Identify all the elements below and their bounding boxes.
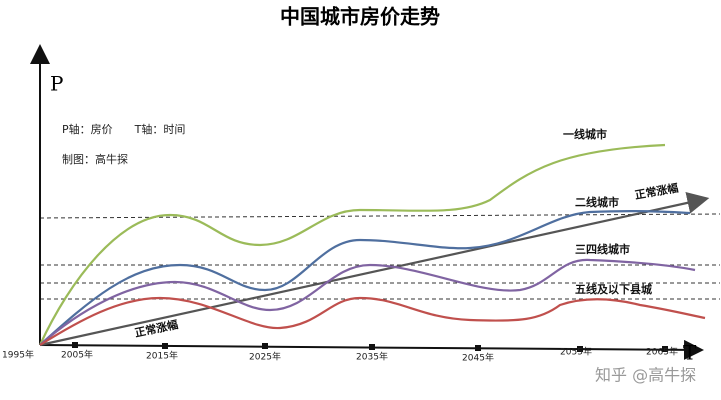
- tier2-curve: [39, 210, 691, 346]
- author-note: 制图：高牛探: [62, 152, 128, 166]
- x-tick-label: 2055年: [560, 346, 592, 358]
- axis-note: P轴：房价 T轴：时间: [62, 122, 185, 136]
- x-tick-label: 2015年: [146, 350, 178, 362]
- curve-label: 一线城市: [563, 127, 607, 141]
- x-tick-label: 2035年: [356, 351, 388, 363]
- watermark: 知乎 @高牛探: [595, 366, 696, 385]
- tier1-curve: [39, 143, 666, 346]
- trend-label: 正常涨幅: [634, 180, 680, 201]
- curve-label: 五线及以下县城: [575, 282, 652, 296]
- curve-label: 三四线城市: [575, 242, 630, 256]
- curve-label: 二线城市: [575, 195, 619, 209]
- tick-markers: [72, 342, 668, 352]
- y-axis-label: P: [50, 72, 63, 96]
- x-axis-label: T: [683, 341, 697, 365]
- x-tick-label: 2005年: [61, 349, 93, 361]
- tier3-curve: [39, 258, 696, 346]
- trend-arrow: [39, 192, 710, 347]
- x-tick-label: 2065年: [646, 346, 678, 358]
- x-tick-label: 1995年: [2, 349, 34, 361]
- x-tick-label: 2025年: [249, 351, 281, 363]
- tier5-curve: [39, 296, 706, 346]
- x-tick-label: 2045年: [462, 352, 494, 364]
- chart-title: 中国城市房价走势: [280, 5, 440, 29]
